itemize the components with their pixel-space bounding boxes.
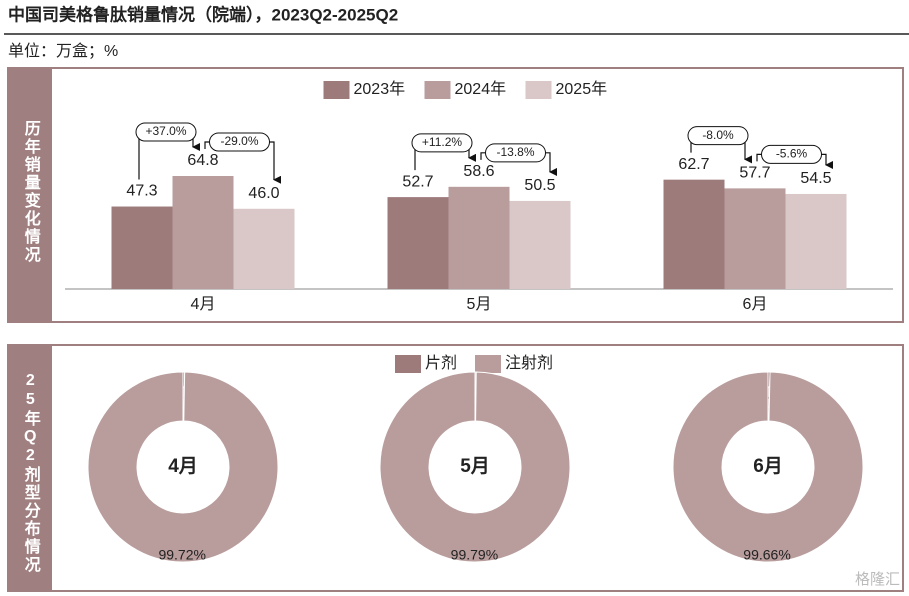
legend-swatch <box>395 355 421 373</box>
annotation-box <box>485 143 546 163</box>
bottom-panel-strip <box>8 345 52 591</box>
bar <box>724 188 786 289</box>
value-label: 52.7 <box>402 173 433 190</box>
value-label: 58.6 <box>463 163 494 180</box>
legend-label: 2025年 <box>556 80 608 98</box>
value-label: 57.7 <box>739 165 770 182</box>
value-label: 46.0 <box>248 185 279 202</box>
top-panel-strip <box>8 68 52 322</box>
bar <box>387 197 449 289</box>
donut-slice <box>379 371 571 563</box>
annotation-label: +11.2% <box>422 135 462 149</box>
annotation-box <box>411 133 473 153</box>
bar <box>111 206 173 289</box>
bar <box>172 176 234 289</box>
x-tick-label: 5月 <box>467 296 492 313</box>
legend-label: 2024年 <box>455 80 507 98</box>
legend-swatch <box>323 81 350 99</box>
annotation-box <box>687 126 749 146</box>
x-tick-label: 4月 <box>191 296 216 313</box>
page-title: 中国司美格鲁肽销量情况（院端），2023Q2-2025Q2 <box>8 4 398 24</box>
legend-swatch <box>525 81 552 99</box>
annotation-box <box>761 144 822 164</box>
bar <box>233 208 295 289</box>
annotation-label: +37.0% <box>145 124 186 138</box>
value-label: 50.5 <box>524 177 555 194</box>
annotation-label: -8.0% <box>702 128 734 142</box>
legend-label: 2023年 <box>354 80 406 98</box>
value-label: 47.3 <box>126 183 157 200</box>
value-label: 99.72% <box>158 547 205 563</box>
bar <box>509 200 571 289</box>
donut-slice <box>87 371 279 563</box>
annotation-label: -29.0% <box>220 134 258 148</box>
center-label: 4月 <box>168 456 198 477</box>
bar <box>785 193 847 289</box>
value-label: 99.79% <box>451 547 498 563</box>
legend-label: 片剂 <box>425 354 457 372</box>
annotation-box <box>135 122 197 142</box>
annotation-box <box>209 132 270 152</box>
watermark: 格隆汇 <box>855 571 900 588</box>
annotation-label: -13.8% <box>496 145 534 159</box>
legend-swatch <box>475 355 501 373</box>
legend-swatch <box>424 81 451 99</box>
value-label: 62.7 <box>678 156 709 173</box>
donut-slice <box>672 371 864 563</box>
value-label: 99.66% <box>743 547 790 563</box>
x-tick-label: 6月 <box>743 296 768 313</box>
legend-label: 注射剂 <box>505 354 553 372</box>
annotation-label: -5.6% <box>776 147 808 161</box>
value-label: 54.5 <box>800 170 831 187</box>
value-label: 64.8 <box>187 152 218 169</box>
bar <box>448 186 510 289</box>
unit-note: 单位：万盒；% <box>8 42 118 60</box>
side-title: 历年销量变化情况 <box>22 120 41 264</box>
bar <box>663 179 725 289</box>
center-label: 5月 <box>460 456 490 477</box>
center-label: 6月 <box>753 456 783 477</box>
side-title: 25年Q2剂型分布情况 <box>22 372 41 574</box>
